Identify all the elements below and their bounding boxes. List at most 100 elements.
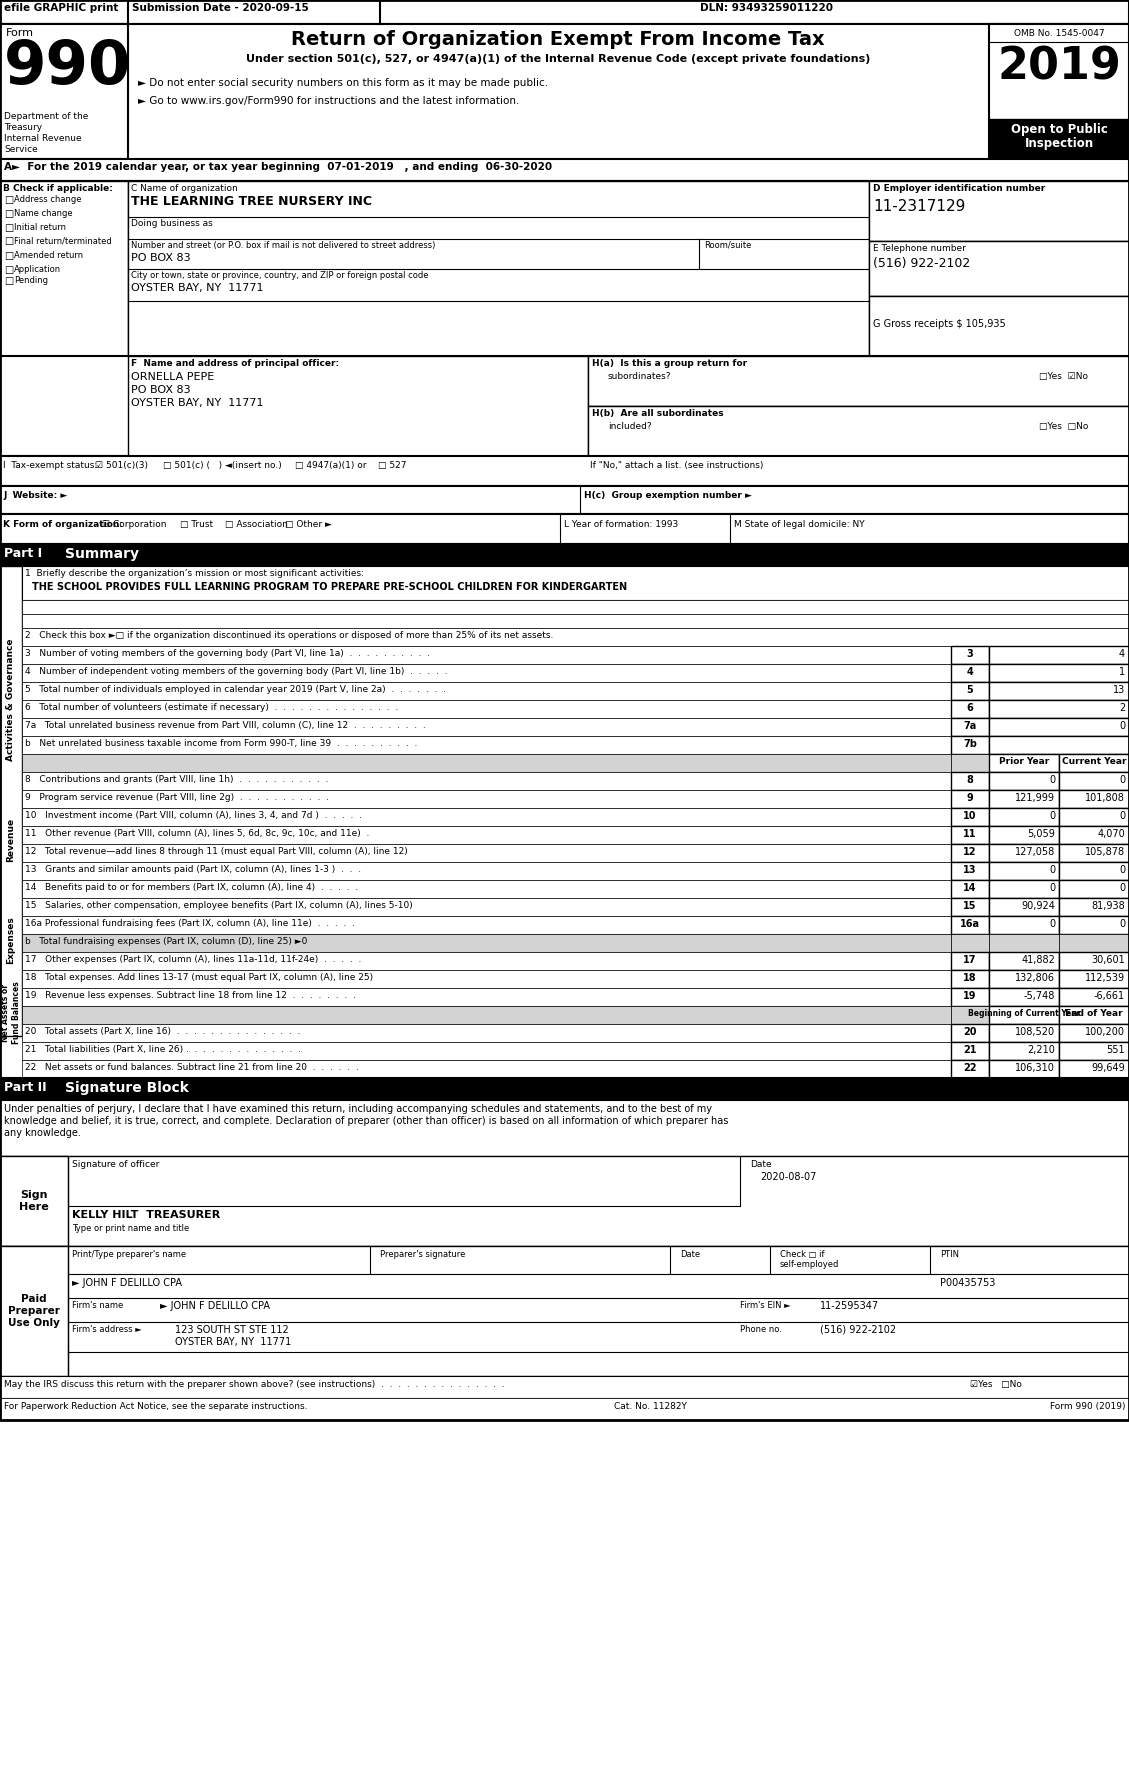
Text: I  Tax-exempt status:: I Tax-exempt status: (3, 460, 97, 469)
Bar (0, 1155, 68, 1247)
Text: If "No," attach a list. (see instructions): If "No," attach a list. (see instruction… (590, 460, 763, 469)
Bar (989, 23, 1129, 159)
Bar (951, 647, 989, 664)
Bar (989, 989, 1059, 1007)
Text: ORNELLA PEPE: ORNELLA PEPE (131, 373, 215, 381)
Text: Revenue: Revenue (7, 818, 16, 861)
Text: 106,310: 106,310 (1015, 1064, 1054, 1073)
Bar (989, 933, 1059, 953)
Text: Form 990 (2019): Form 990 (2019) (1050, 1402, 1124, 1411)
Bar (989, 1007, 1059, 1024)
Text: Summary: Summary (65, 546, 139, 561)
Bar (21, 718, 1129, 736)
Text: Net Assets or
Fund Balances: Net Assets or Fund Balances (1, 981, 20, 1044)
Text: Beginning of Current Year: Beginning of Current Year (968, 1008, 1080, 1017)
Text: DLN: 93493259011220: DLN: 93493259011220 (700, 4, 833, 13)
Text: 5   Total number of individuals employed in calendar year 2019 (Part V, line 2a): 5 Total number of individuals employed i… (25, 684, 446, 693)
Text: 10   Investment income (Part VIII, column (A), lines 3, 4, and 7d )  .  .  .  . : 10 Investment income (Part VIII, column … (25, 811, 362, 820)
Text: □: □ (5, 251, 14, 261)
Text: 13   Grants and similar amounts paid (Part IX, column (A), lines 1-3 )  .  .  .: 13 Grants and similar amounts paid (Part… (25, 865, 361, 874)
Bar (951, 1042, 989, 1060)
Bar (869, 181, 1129, 242)
Text: ► JOHN F DELILLO CPA: ► JOHN F DELILLO CPA (160, 1300, 270, 1311)
Bar (21, 933, 951, 953)
Text: 14   Benefits paid to or for members (Part IX, column (A), line 4)  .  .  .  .  : 14 Benefits paid to or for members (Part… (25, 883, 358, 892)
Text: □: □ (5, 210, 14, 219)
Text: 16a Professional fundraising fees (Part IX, column (A), line 11e)  .  .  .  .  .: 16a Professional fundraising fees (Part … (25, 919, 355, 928)
Text: (516) 922-2102: (516) 922-2102 (820, 1325, 896, 1334)
Text: PTIN: PTIN (940, 1250, 959, 1259)
Text: 20   Total assets (Part X, line 16)  .  .  .  .  .  .  .  .  .  .  .  .  .  .  .: 20 Total assets (Part X, line 16) . . . … (25, 1026, 300, 1035)
Bar (21, 989, 951, 1007)
Bar (1059, 808, 1129, 826)
Text: 105,878: 105,878 (1085, 847, 1124, 858)
Bar (951, 1024, 989, 1042)
Text: □: □ (5, 265, 14, 276)
Text: any knowledge.: any knowledge. (5, 1128, 81, 1137)
Bar (0, 23, 128, 159)
Bar (0, 514, 1129, 544)
Text: 0: 0 (1119, 919, 1124, 930)
Text: □ 4947(a)(1) or: □ 4947(a)(1) or (295, 460, 367, 469)
Text: 7a   Total unrelated business revenue from Part VIII, column (C), line 12  .  . : 7a Total unrelated business revenue from… (25, 722, 426, 731)
Text: 0: 0 (1049, 811, 1054, 820)
Text: 9: 9 (966, 793, 973, 802)
Bar (989, 897, 1059, 915)
Text: Pending: Pending (14, 276, 49, 285)
Text: H(b)  Are all subordinates: H(b) Are all subordinates (592, 408, 724, 417)
Text: 17: 17 (963, 955, 977, 965)
Text: 1: 1 (1119, 666, 1124, 677)
Bar (21, 700, 1129, 718)
Bar (0, 181, 128, 356)
Bar (1059, 861, 1129, 879)
Text: For Paperwork Reduction Act Notice, see the separate instructions.: For Paperwork Reduction Act Notice, see … (5, 1402, 307, 1411)
Text: 8   Contributions and grants (Part VIII, line 1h)  .  .  .  .  .  .  .  .  .  . : 8 Contributions and grants (Part VIII, l… (25, 776, 329, 784)
Text: 2020-08-07: 2020-08-07 (760, 1171, 816, 1182)
Text: 16a: 16a (960, 919, 980, 930)
Text: A►  For the 2019 calendar year, or tax year beginning  07-01-2019   , and ending: A► For the 2019 calendar year, or tax ye… (5, 161, 552, 172)
Text: 132,806: 132,806 (1015, 973, 1054, 983)
Text: Date: Date (680, 1250, 700, 1259)
Bar (21, 772, 951, 790)
Text: THE LEARNING TREE NURSERY INC: THE LEARNING TREE NURSERY INC (131, 195, 371, 208)
Text: 5: 5 (966, 684, 973, 695)
Text: 2019: 2019 (997, 47, 1121, 90)
Bar (951, 790, 989, 808)
Text: 13: 13 (963, 865, 977, 876)
Text: 2   Check this box ►□ if the organization discontinued its operations or dispose: 2 Check this box ►□ if the organization … (25, 630, 553, 639)
Text: Department of the: Department of the (5, 113, 88, 122)
Text: Under penalties of perjury, I declare that I have examined this return, includin: Under penalties of perjury, I declare th… (5, 1103, 712, 1114)
Text: 30,601: 30,601 (1092, 955, 1124, 965)
Text: Activities & Governance: Activities & Governance (7, 639, 16, 761)
Text: ► Do not enter social security numbers on this form as it may be made public.: ► Do not enter social security numbers o… (138, 79, 548, 88)
Text: Under section 501(c), 527, or 4947(a)(1) of the Internal Revenue Code (except pr: Under section 501(c), 527, or 4947(a)(1)… (246, 54, 870, 64)
Bar (951, 915, 989, 933)
Bar (21, 1007, 951, 1024)
Text: D Employer identification number: D Employer identification number (873, 184, 1045, 193)
Bar (989, 826, 1059, 844)
Bar (951, 754, 989, 772)
Bar (951, 718, 989, 736)
Text: 21: 21 (963, 1044, 977, 1055)
Bar (869, 296, 1129, 356)
Bar (0, 356, 1129, 457)
Text: 11-2317129: 11-2317129 (873, 199, 965, 213)
Bar (951, 700, 989, 718)
Text: 22   Net assets or fund balances. Subtract line 21 from line 20  .  .  .  .  .  : 22 Net assets or fund balances. Subtract… (25, 1064, 359, 1073)
Text: 6   Total number of volunteers (estimate if necessary)  .  .  .  .  .  .  .  .  : 6 Total number of volunteers (estimate i… (25, 704, 399, 713)
Bar (951, 772, 989, 790)
Text: 41,882: 41,882 (1021, 955, 1054, 965)
Bar (1059, 754, 1129, 772)
Bar (21, 629, 1129, 647)
Text: □ 527: □ 527 (378, 460, 406, 469)
Text: 4,070: 4,070 (1097, 829, 1124, 838)
Text: 4: 4 (1119, 648, 1124, 659)
Text: Doing business as: Doing business as (131, 219, 212, 227)
Bar (1059, 1042, 1129, 1060)
Text: Check □ if: Check □ if (780, 1250, 824, 1259)
Bar (1059, 971, 1129, 989)
Text: □ 501(c) (   ) ◄(insert no.): □ 501(c) ( ) ◄(insert no.) (163, 460, 282, 469)
Bar (0, 1247, 1129, 1375)
Text: b   Total fundraising expenses (Part IX, column (D), line 25) ►0: b Total fundraising expenses (Part IX, c… (25, 937, 307, 946)
Text: 0: 0 (1119, 811, 1124, 820)
